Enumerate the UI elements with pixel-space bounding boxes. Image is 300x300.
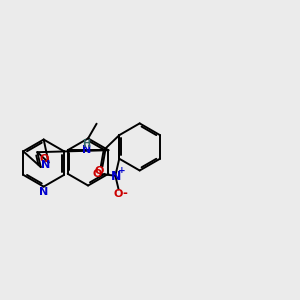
Text: N: N: [82, 145, 91, 155]
Text: O: O: [113, 189, 123, 199]
Text: N: N: [39, 187, 48, 197]
Text: O: O: [39, 154, 49, 164]
Text: +: +: [118, 166, 126, 175]
Text: N: N: [111, 170, 121, 183]
Text: O: O: [93, 169, 102, 179]
Text: -: -: [122, 187, 127, 200]
Text: N: N: [41, 160, 50, 170]
Text: O: O: [94, 166, 104, 176]
Text: H: H: [82, 139, 91, 149]
